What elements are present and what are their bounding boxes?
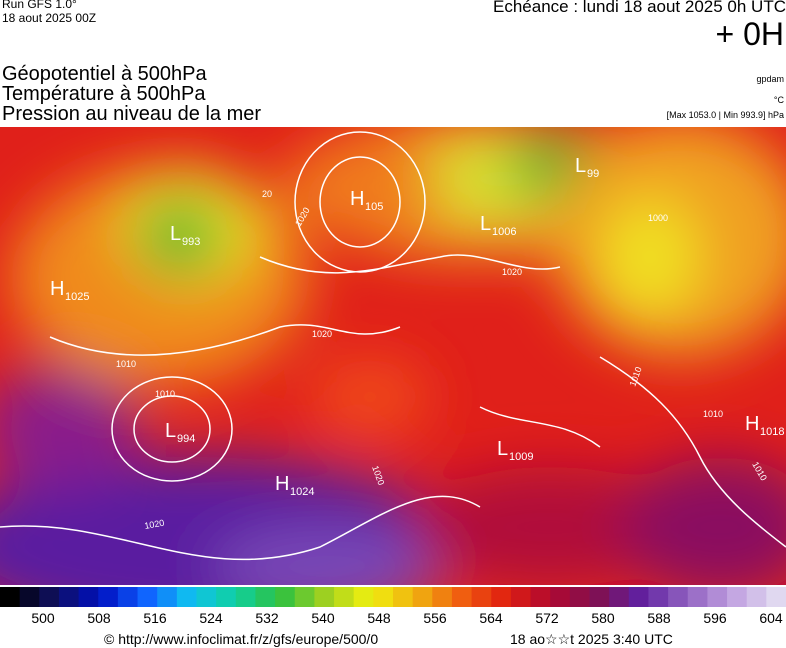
- color-swatch: [0, 587, 21, 607]
- color-swatch: [373, 587, 394, 607]
- colorbar-label: 556: [423, 610, 447, 626]
- unit: gpdam: [756, 74, 784, 84]
- color-swatch: [393, 587, 414, 607]
- run: Run GFS 1.0°: [2, 0, 77, 11]
- center-value: 1025: [65, 291, 89, 303]
- color-swatch: [216, 587, 237, 607]
- source: © http://www.infoclimat.fr/z/gfs/europe/…: [104, 631, 379, 647]
- color-swatch: [98, 587, 119, 607]
- center-type: H: [745, 413, 759, 435]
- color-swatch: [727, 587, 748, 607]
- colorbar-label: 548: [367, 610, 391, 626]
- field: Géopotentiel à 500hPa: [2, 63, 207, 85]
- colorbar-label: 532: [255, 610, 279, 626]
- center-type: L: [170, 223, 181, 245]
- timestamp: 18 ao☆☆t 2025 3:40 UTC: [510, 631, 673, 647]
- center-type: L: [165, 420, 176, 442]
- color-swatch: [157, 587, 178, 607]
- color-swatch: [137, 587, 158, 607]
- color-swatch: [39, 587, 60, 607]
- center-type: L: [480, 213, 491, 235]
- color-swatch: [766, 587, 786, 607]
- color-swatch: [117, 587, 139, 607]
- colorbar-label: 588: [647, 610, 671, 626]
- center-type: H: [275, 473, 289, 495]
- unit: [Max 1053.0 | Min 993.9] hPa: [666, 110, 784, 120]
- color-swatch: [294, 587, 315, 607]
- color-swatch: [609, 587, 630, 607]
- color-swatch: [19, 587, 40, 607]
- center-type: H: [50, 278, 64, 300]
- colorbar-label: 508: [87, 610, 111, 626]
- colorbar-label: 572: [535, 610, 559, 626]
- colorbar-label: 564: [479, 610, 503, 626]
- field: Pression au niveau de la mer: [2, 103, 262, 125]
- color-swatch: [648, 587, 669, 607]
- colorbar-label: 604: [759, 610, 783, 626]
- center-value: 105: [365, 201, 383, 213]
- color-swatch: [569, 587, 590, 607]
- color-swatch: [510, 587, 532, 607]
- offset: + 0H: [715, 16, 784, 52]
- color-swatch: [432, 587, 453, 607]
- contour-label: 1010: [116, 359, 136, 369]
- contour-label: 1020: [502, 267, 522, 277]
- unit: °C: [773, 95, 784, 105]
- colorbar: [0, 587, 786, 607]
- color-swatch: [196, 587, 217, 607]
- center-value: 1009: [509, 451, 533, 463]
- contour-label: 1010: [703, 409, 723, 419]
- color-swatch: [491, 587, 512, 607]
- center-value: 99: [587, 168, 599, 180]
- center-value: 1024: [290, 486, 314, 498]
- color-swatch: [550, 587, 571, 607]
- colorbar-label: 540: [311, 610, 335, 626]
- colorbar-label: 580: [591, 610, 615, 626]
- color-swatch: [353, 587, 374, 607]
- field: Température à 500hPa: [2, 83, 206, 105]
- color-swatch: [58, 587, 80, 607]
- center-value: 994: [177, 433, 195, 445]
- color-swatch: [275, 587, 296, 607]
- color-swatch: [471, 587, 492, 607]
- color-swatch: [530, 587, 551, 607]
- contour-label: 1020: [312, 329, 332, 339]
- color-swatch: [412, 587, 433, 607]
- color-swatch: [78, 587, 99, 607]
- color-swatch: [314, 587, 335, 607]
- color-swatch: [746, 587, 767, 607]
- colorbar-label: 524: [199, 610, 223, 626]
- echeance: Echéance : lundi 18 aout 2025 0h UTC: [493, 0, 786, 16]
- center-value: 1006: [492, 226, 516, 238]
- colorbar-label: 596: [703, 610, 727, 626]
- contour-label: 20: [262, 189, 272, 199]
- color-swatch: [668, 587, 689, 607]
- color-swatch: [334, 587, 355, 607]
- color-swatch: [628, 587, 649, 607]
- center-type: L: [575, 155, 586, 177]
- center-value: 993: [182, 236, 200, 248]
- color-swatch: [255, 587, 276, 607]
- color-swatch: [707, 587, 728, 607]
- contour-label: 1010: [155, 389, 175, 399]
- center-type: H: [350, 188, 364, 210]
- color-swatch: [589, 587, 610, 607]
- color-swatch: [176, 587, 197, 607]
- contour-label: 1020: [144, 518, 165, 531]
- color-swatch: [687, 587, 708, 607]
- center-type: L: [497, 438, 508, 460]
- colorbar-label: 516: [143, 610, 167, 626]
- color-swatch: [235, 587, 256, 607]
- contour-label: 1000: [648, 213, 668, 223]
- run-date: 18 aout 2025 00Z: [2, 11, 97, 25]
- color-swatch: [451, 587, 473, 607]
- colorbar-label: 500: [31, 610, 55, 626]
- center-value: 1018: [760, 426, 784, 438]
